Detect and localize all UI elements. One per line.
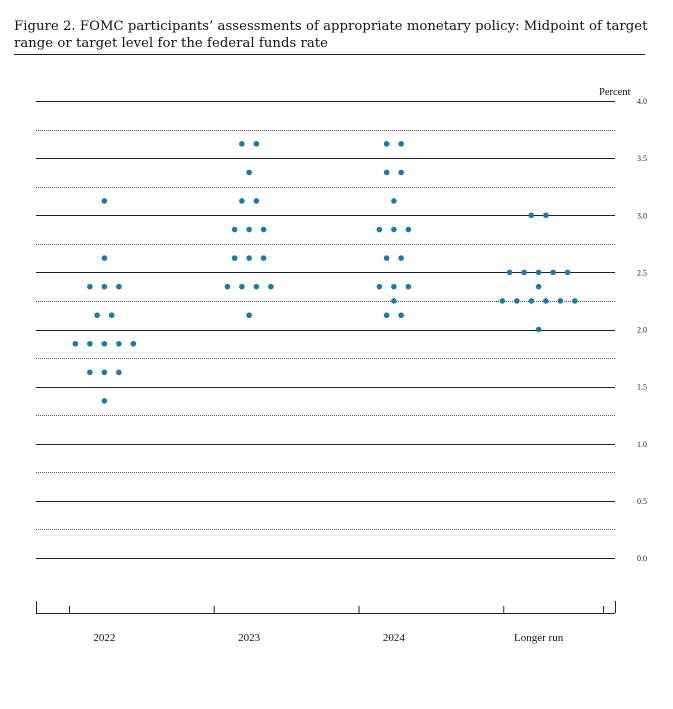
dot-point: [528, 212, 535, 219]
x-category-label: 2023: [238, 632, 261, 644]
dot-point: [398, 169, 404, 176]
dot-point: [521, 269, 527, 276]
dot-point: [246, 255, 252, 261]
dot-point: [398, 141, 404, 147]
dot-point: [108, 312, 115, 319]
y-tick-labels: 4.0 3.5 3.0 2.5 2.0 1.5 1.0 0.5 0.0: [637, 97, 647, 563]
dot-point: [87, 283, 93, 290]
dot-point: [246, 226, 252, 233]
dot-point: [376, 283, 383, 290]
dot-point: [87, 340, 93, 347]
y-tick-label: 3.0: [637, 211, 647, 220]
dot-point: [398, 312, 404, 319]
dot-point: [239, 198, 245, 204]
y-tick-label: 0.5: [637, 497, 647, 506]
dot-point: [101, 283, 108, 290]
dot-point: [391, 226, 397, 233]
dot-point: [499, 298, 506, 304]
dot-point: [116, 283, 122, 290]
dot-series: [72, 141, 578, 404]
dot-point: [557, 298, 564, 304]
x-category-labels: 2022 2023 2024 Longer run: [93, 632, 563, 644]
dot-point: [398, 255, 404, 261]
dot-point: [116, 369, 122, 376]
dot-point: [101, 369, 108, 376]
y-tick-label: 2.5: [637, 268, 647, 277]
dot-point: [535, 269, 542, 276]
y-axis-label: Percent: [599, 87, 631, 98]
dot-point: [246, 312, 252, 319]
dot-point: [246, 169, 252, 176]
dot-point: [376, 226, 383, 233]
y-tick-label: 3.5: [637, 154, 647, 163]
dot-point: [94, 312, 100, 319]
dot-point: [528, 298, 535, 304]
dot-point: [260, 226, 267, 233]
title-rule: [14, 54, 645, 55]
dot-point: [253, 141, 260, 147]
dot-point: [535, 326, 542, 333]
dot-point: [543, 212, 549, 219]
dot-point: [260, 255, 267, 261]
dot-point: [405, 283, 412, 290]
y-tick-label: 1.5: [637, 383, 647, 392]
dot-point: [231, 226, 238, 233]
y-tick-label: 1.0: [637, 440, 647, 449]
dot-point: [391, 298, 397, 304]
dot-point: [550, 269, 556, 276]
dot-point: [383, 141, 390, 147]
dot-point: [572, 298, 578, 304]
dot-point: [383, 255, 390, 261]
dot-point: [514, 298, 520, 304]
dot-point: [239, 283, 245, 290]
dot-point: [239, 141, 245, 147]
dot-point: [116, 340, 122, 347]
dot-point: [268, 283, 274, 290]
dot-point: [253, 283, 260, 290]
gridlines: [36, 101, 615, 559]
dot-point: [391, 283, 397, 290]
dot-point: [564, 269, 571, 276]
dot-point: [535, 283, 542, 290]
dot-point: [224, 283, 231, 290]
y-tick-label: 2.0: [637, 326, 647, 335]
dot-point: [405, 226, 412, 233]
dot-point: [101, 255, 108, 261]
dot-point: [231, 255, 238, 261]
dot-point: [383, 169, 390, 176]
x-axis: [36, 601, 616, 614]
x-category-label: 2024: [383, 632, 406, 644]
y-tick-label: 4.0: [637, 97, 647, 106]
dot-point: [101, 398, 108, 404]
dot-point: [506, 269, 513, 276]
dot-point: [391, 198, 397, 204]
dot-point: [72, 340, 79, 347]
dot-point: [383, 312, 390, 319]
dot-point: [130, 340, 137, 347]
dot-point: [101, 198, 108, 204]
dot-point: [253, 198, 260, 204]
dot-point: [87, 369, 93, 376]
figure-title: Figure 2. FOMC participants’ assessments…: [14, 19, 648, 51]
dot-point: [101, 340, 108, 347]
dot-point: [543, 298, 549, 304]
x-category-label: Longer run: [514, 632, 564, 644]
y-tick-label: 0.0: [637, 554, 647, 563]
x-category-label: 2022: [93, 632, 115, 644]
